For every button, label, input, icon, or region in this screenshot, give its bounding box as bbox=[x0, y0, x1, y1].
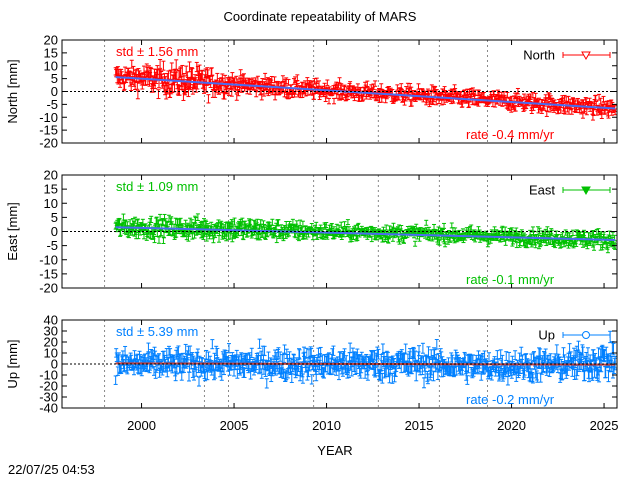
y-tick-label: 15 bbox=[44, 45, 58, 60]
y-tick-label: 10 bbox=[44, 58, 58, 73]
north-trend-line bbox=[115, 76, 616, 110]
y-tick-label: -5 bbox=[46, 97, 58, 112]
chart-title: Coordinate repeatability of MARS bbox=[224, 9, 417, 24]
y-tick-label: 20 bbox=[44, 33, 58, 48]
y-tick-label: -10 bbox=[39, 110, 58, 125]
legend-marker bbox=[581, 51, 591, 61]
y-tick-label: -15 bbox=[39, 123, 58, 138]
north-legend: North bbox=[523, 48, 611, 63]
north-std-label: std ± 1.56 mm bbox=[116, 44, 198, 59]
y-tick-label: 0 bbox=[51, 84, 58, 99]
y-tick-label: -20 bbox=[39, 136, 58, 151]
north-data-points bbox=[113, 58, 618, 121]
north-rate-label: rate -0.4 mm/yr bbox=[466, 127, 555, 142]
y-tick-label: 5 bbox=[51, 71, 58, 86]
legend-label: North bbox=[523, 48, 555, 63]
north-y-axis-label: North [mm] bbox=[5, 59, 20, 123]
